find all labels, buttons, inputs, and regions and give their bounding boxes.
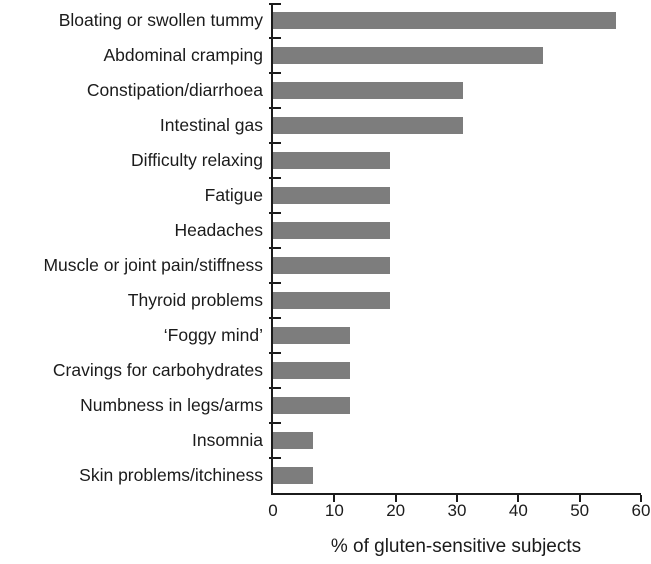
category-label: Bloating or swollen tummy	[58, 10, 263, 30]
x-axis-tick	[640, 495, 642, 502]
y-axis-tick	[269, 247, 281, 249]
bar	[273, 292, 390, 309]
x-axis-tick-label: 20	[386, 501, 406, 520]
category-label: Headaches	[174, 220, 263, 240]
category-label: Intestinal gas	[159, 115, 263, 135]
plot-area	[269, 3, 641, 495]
category-label: Abdominal cramping	[103, 45, 263, 65]
y-axis-tick	[269, 387, 281, 389]
bar	[273, 12, 617, 29]
y-axis-tick	[269, 72, 281, 74]
y-axis-tick	[269, 457, 281, 459]
x-axis-tick	[517, 495, 520, 502]
bar	[273, 257, 390, 274]
x-axis-tick-label: 40	[508, 501, 528, 520]
category-label: Constipation/diarrhoea	[86, 80, 263, 100]
bar	[273, 82, 464, 99]
category-label: Skin problems/itchiness	[79, 465, 263, 485]
bar	[273, 327, 350, 344]
x-axis-tick-label: 50	[570, 501, 590, 520]
bar	[273, 117, 464, 134]
category-label: Insomnia	[191, 430, 263, 450]
bar	[273, 467, 313, 484]
category-label: Difficulty relaxing	[131, 150, 263, 170]
y-axis-tick	[269, 107, 281, 109]
category-label: Numbness in legs/arms	[80, 395, 263, 415]
bar	[273, 47, 543, 64]
y-axis-tick	[269, 212, 281, 214]
x-axis-tick	[456, 495, 458, 502]
y-axis-tick	[269, 422, 281, 424]
y-axis-tick	[269, 142, 281, 144]
bar	[273, 397, 350, 414]
y-axis-tick	[269, 37, 281, 39]
x-axis-tick-label: 10	[324, 501, 344, 520]
category-label: Thyroid problems	[127, 290, 263, 310]
x-axis-tick	[578, 495, 581, 502]
y-axis-tick	[269, 352, 281, 354]
x-axis-tick	[394, 495, 397, 502]
category-label: Fatigue	[204, 185, 263, 205]
x-axis-tick-label: 60	[631, 501, 651, 520]
x-axis-tick-label: 0	[268, 501, 278, 520]
x-axis-title: % of gluten-sensitive subjects	[330, 536, 582, 557]
x-axis-tick	[333, 495, 336, 502]
bar	[273, 362, 350, 379]
y-axis-tick	[269, 177, 281, 179]
category-label: ‘Foggy mind’	[163, 325, 263, 345]
bar	[273, 222, 390, 239]
y-axis-tick	[269, 282, 281, 284]
bar	[273, 187, 390, 204]
bar	[273, 152, 390, 169]
x-axis-tick-label: 30	[447, 501, 467, 520]
y-axis-category-labels: Bloating or swollen tummy Abdominal cramp…	[0, 3, 263, 493]
category-label: Cravings for carbohydrates	[52, 360, 263, 380]
y-axis-tick	[269, 317, 281, 319]
category-label: Muscle or joint pain/stiffness	[43, 255, 263, 275]
bar	[273, 432, 313, 449]
y-axis-tick	[269, 3, 281, 5]
